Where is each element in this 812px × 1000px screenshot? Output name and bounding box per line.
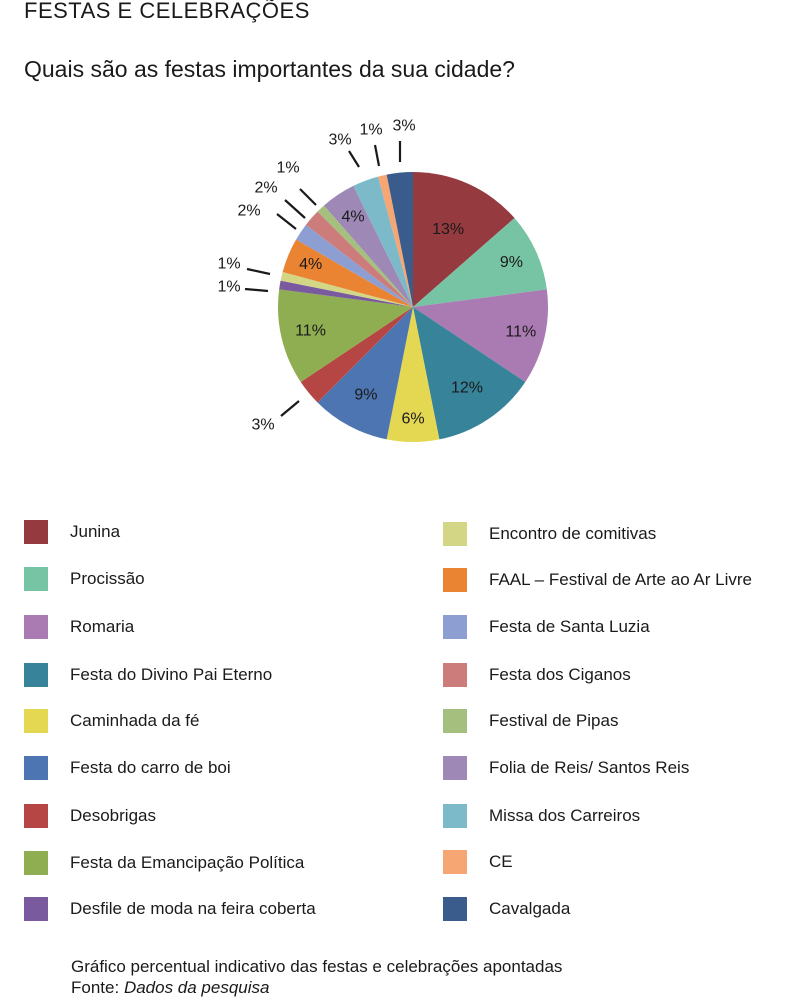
leader-line-ce (375, 145, 379, 166)
source-label: Fonte: (71, 978, 119, 997)
legend-item-festa-da-emancipacao-politica: Festa da Emancipação Política (24, 850, 304, 876)
leader-line-desfile-de-moda-na-feira-coberta (245, 289, 268, 291)
legend-item-festival-de-pipas: Festival de Pipas (443, 708, 618, 734)
data-label-festa-de-santa-luzia: 2% (237, 203, 260, 220)
legend-swatch (443, 756, 467, 780)
data-label-cavalgada: 3% (392, 118, 415, 135)
legend-item-ce: CE (443, 849, 513, 875)
legend-item-desobrigas: Desobrigas (24, 803, 156, 829)
legend-swatch (443, 615, 467, 639)
leader-line-festa-dos-ciganos (285, 200, 305, 218)
legend-item-encontro-de-comitivas: Encontro de comitivas (443, 521, 656, 547)
data-label-junina: 13% (432, 221, 464, 238)
data-label-festa-dos-ciganos: 2% (254, 180, 277, 197)
legend-label: Festival de Pipas (489, 711, 618, 731)
leader-line-festival-de-pipas (247, 269, 270, 274)
data-label-desobrigas: 3% (251, 417, 274, 434)
data-label-ce: 1% (359, 122, 382, 139)
data-label-festival-de-pipas: 1% (217, 256, 240, 273)
legend-label: FAAL – Festival de Arte ao Ar Livre (489, 570, 752, 590)
legend-swatch (24, 615, 48, 639)
legend-label: Festa da Emancipação Política (70, 853, 304, 873)
legend-item-missa-dos-carreiros: Missa dos Carreiros (443, 803, 640, 829)
legend-swatch (24, 663, 48, 687)
footer: Gráfico percentual indicativo das festas… (71, 956, 562, 998)
data-label-faal-festival-de-arte-ao-ar-livre: 4% (299, 256, 322, 273)
source-value: Dados da pesquisa (124, 978, 270, 997)
data-label-encontro-de-comitivas: 1% (276, 160, 299, 177)
leader-line-encontro-de-comitivas (300, 189, 316, 205)
legend-item-festa-do-divino-pai-eterno: Festa do Divino Pai Eterno (24, 662, 272, 688)
data-label-desfile-de-moda-na-feira-coberta: 1% (217, 279, 240, 296)
legend-item-romaria: Romaria (24, 614, 134, 640)
legend-swatch (24, 520, 48, 544)
legend-label: Desfile de moda na feira coberta (70, 899, 316, 919)
legend-label: Cavalgada (489, 899, 570, 919)
data-label-festa-do-carro-de-boi: 9% (354, 387, 377, 404)
data-label-festa-da-emancipacao-politica: 11% (295, 322, 326, 339)
data-label-festa-do-divino-pai-eterno: 12% (451, 379, 483, 396)
legend-swatch (24, 897, 48, 921)
legend-swatch (443, 709, 467, 733)
legend-swatch (24, 851, 48, 875)
legend-item-festa-do-carro-de-boi: Festa do carro de boi (24, 755, 231, 781)
legend-label: Romaria (70, 617, 134, 637)
legend-swatch (24, 756, 48, 780)
legend-swatch (443, 897, 467, 921)
legend-item-desfile-de-moda-na-feira-coberta: Desfile de moda na feira coberta (24, 896, 316, 922)
legend-label: Junina (70, 522, 120, 542)
data-label-romaria: 11% (505, 324, 536, 341)
leader-line-festa-de-santa-luzia (277, 214, 296, 229)
source-line: Fonte: Dados da pesquisa (71, 977, 562, 998)
legend-label: Encontro de comitivas (489, 524, 656, 544)
legend-swatch (443, 522, 467, 546)
legend-swatch (443, 663, 467, 687)
data-label-caminhada-da-fe: 6% (401, 411, 424, 428)
legend-item-folia-de-reis-santos-reis: Folia de Reis/ Santos Reis (443, 755, 689, 781)
pie-chart: 13% 9% 11% 12% 6% 9% 3% 11% 1% 1% 4% 2% 2% 1% 4% 3% 1% 3% (0, 0, 812, 480)
legend-swatch (443, 568, 467, 592)
legend-label: Festa do carro de boi (70, 758, 231, 778)
legend-item-junina: Junina (24, 519, 120, 545)
legend-item-faal-festival-de-arte-ao-ar-livre: FAAL – Festival de Arte ao Ar Livre (443, 567, 752, 593)
legend-label: Folia de Reis/ Santos Reis (489, 758, 689, 778)
legend-swatch (24, 804, 48, 828)
legend-label: Festa dos Ciganos (489, 665, 631, 685)
data-label-procissao: 9% (500, 254, 523, 271)
legend-item-festa-dos-ciganos: Festa dos Ciganos (443, 662, 631, 688)
data-label-folia-de-reis-santos-reis: 4% (341, 209, 364, 226)
legend-label: Missa dos Carreiros (489, 806, 640, 826)
legend-swatch (24, 567, 48, 591)
chart-caption: Gráfico percentual indicativo das festas… (71, 956, 562, 977)
legend-label: Festa de Santa Luzia (489, 617, 650, 637)
leader-line-desobrigas (281, 401, 299, 416)
legend-label: Procissão (70, 569, 145, 589)
legend-label: Festa do Divino Pai Eterno (70, 665, 272, 685)
legend-swatch (24, 709, 48, 733)
legend-item-festa-de-santa-luzia: Festa de Santa Luzia (443, 614, 650, 640)
legend-item-cavalgada: Cavalgada (443, 896, 570, 922)
legend-item-procissao: Procissão (24, 566, 145, 592)
legend-item-caminhada-da-fe: Caminhada da fé (24, 708, 199, 734)
legend-label: CE (489, 852, 513, 872)
legend-label: Caminhada da fé (70, 711, 199, 731)
legend-label: Desobrigas (70, 806, 156, 826)
legend-swatch (443, 850, 467, 874)
legend-swatch (443, 804, 467, 828)
data-label-missa-dos-carreiros: 3% (328, 132, 351, 149)
leader-line-missa-dos-carreiros (349, 151, 359, 167)
